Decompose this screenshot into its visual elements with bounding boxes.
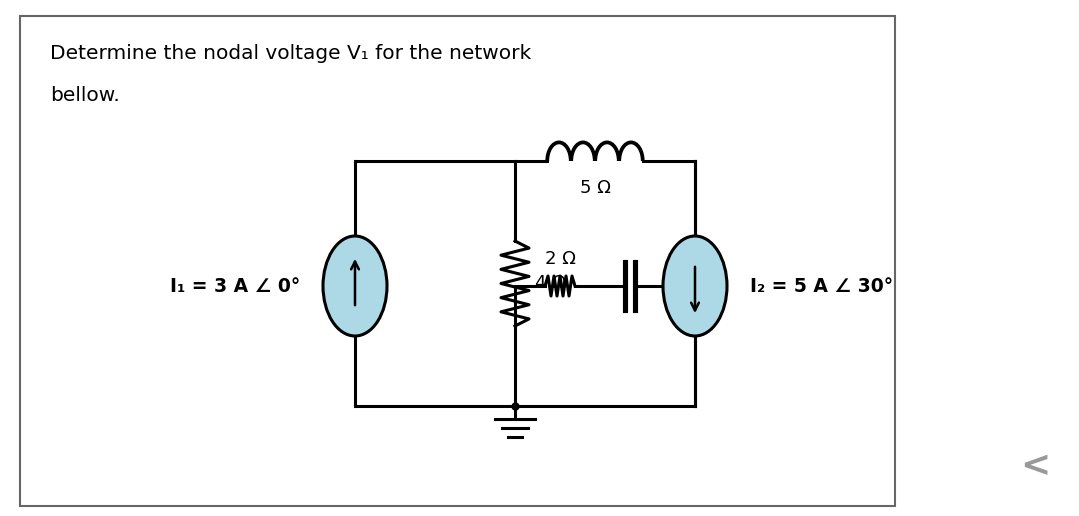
Text: I₁ = 3 A ∠ 0°: I₁ = 3 A ∠ 0°: [169, 277, 300, 296]
Text: 2 Ω: 2 Ω: [545, 250, 575, 268]
Ellipse shape: [323, 236, 387, 336]
Text: bellow.: bellow.: [50, 86, 120, 105]
Text: Determine the nodal voltage V₁ for the network: Determine the nodal voltage V₁ for the n…: [50, 44, 531, 63]
FancyBboxPatch shape: [21, 16, 894, 506]
Text: 5 Ω: 5 Ω: [579, 179, 611, 197]
Ellipse shape: [663, 236, 727, 336]
Text: 4 Ω: 4 Ω: [535, 275, 565, 293]
Text: <: <: [1020, 449, 1050, 483]
Text: I₂ = 5 A ∠ 30°: I₂ = 5 A ∠ 30°: [750, 277, 893, 296]
